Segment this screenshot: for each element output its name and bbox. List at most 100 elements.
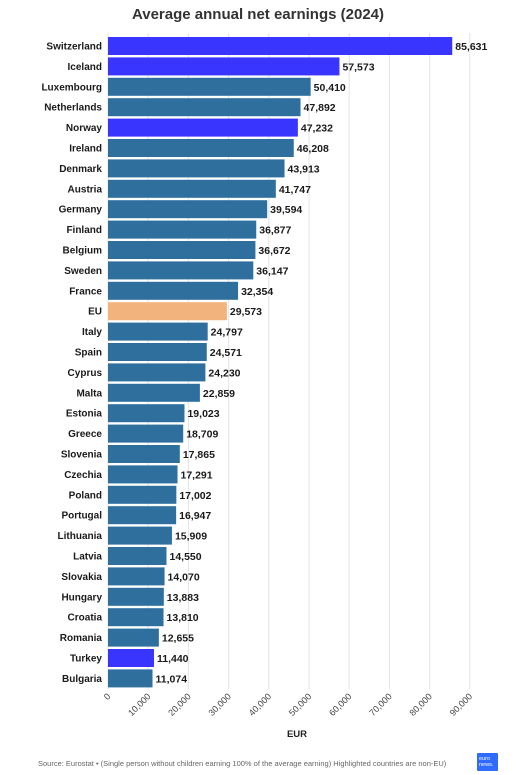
bar	[108, 608, 164, 627]
x-tick-label: 30,000	[206, 691, 233, 718]
bar	[108, 77, 311, 96]
bar	[108, 302, 227, 321]
category-label: Lithuania	[58, 531, 103, 542]
category-label: Cyprus	[68, 368, 103, 379]
value-label: 17,291	[181, 469, 213, 481]
value-label: 29,573	[230, 306, 262, 318]
category-label: Bulgaria	[62, 674, 102, 685]
bar	[108, 241, 256, 259]
bar	[108, 404, 185, 423]
category-label: Greece	[68, 429, 102, 440]
category-label: Ireland	[69, 144, 102, 155]
category-label: Romania	[60, 633, 103, 644]
category-label: Slovakia	[61, 572, 102, 583]
value-label: 85,631	[455, 41, 487, 53]
value-label: 17,002	[179, 490, 211, 502]
chart-title: Average annual net earnings (2024)	[131, 6, 385, 23]
category-label: France	[69, 286, 102, 297]
value-label: 11,440	[157, 653, 189, 665]
bar	[108, 37, 453, 55]
bar	[108, 526, 172, 545]
category-label: Switzerland	[46, 42, 102, 53]
category-label: Czechia	[64, 470, 102, 481]
value-label: 46,208	[297, 143, 329, 155]
value-label: 47,892	[304, 102, 336, 114]
category-label: Germany	[59, 205, 103, 216]
value-label: 32,354	[241, 286, 273, 298]
category-label: Austria	[68, 184, 103, 195]
value-label: 16,947	[179, 510, 211, 522]
value-label: 24,797	[211, 327, 243, 339]
euronews-logo: euro news.	[477, 753, 498, 771]
value-label: 12,655	[162, 633, 194, 645]
value-label: 17,865	[183, 449, 215, 461]
value-label: 43,913	[288, 163, 320, 175]
x-tick-label: 90,000	[448, 691, 475, 718]
bar	[108, 363, 206, 382]
bar	[108, 383, 200, 402]
value-label: 14,070	[168, 571, 200, 583]
category-label: Portugal	[61, 511, 102, 522]
category-label: Italy	[82, 327, 102, 338]
value-label: 24,230	[208, 367, 240, 379]
bar	[108, 261, 254, 280]
bar	[108, 587, 164, 606]
bar	[108, 343, 207, 361]
category-label: Norway	[66, 123, 103, 134]
value-label: 19,023	[187, 408, 219, 420]
x-tick-label: 0	[102, 691, 113, 702]
category-label: Estonia	[66, 409, 103, 420]
labels: Switzerland 85,631 Iceland 57,573 Luxembourg…	[41, 41, 487, 685]
category-label: Slovenia	[61, 450, 103, 461]
value-label: 36,672	[258, 245, 290, 257]
category-label: Luxembourg	[41, 82, 102, 93]
bar	[108, 669, 153, 688]
source-note: Source: Eurostat • (Single person withou…	[38, 759, 447, 768]
bar	[108, 485, 177, 504]
value-label: 57,573	[342, 61, 374, 73]
x-tick-label: 70,000	[367, 691, 394, 718]
bar	[108, 179, 276, 198]
value-label: 13,883	[167, 592, 199, 604]
bar	[108, 628, 159, 647]
category-label: Latvia	[73, 552, 102, 563]
category-label: Belgium	[63, 246, 103, 257]
bar	[108, 322, 208, 341]
category-label: Sweden	[64, 266, 102, 277]
bar	[108, 98, 301, 117]
category-label: Finland	[66, 225, 102, 236]
bar	[108, 200, 268, 219]
bar	[108, 649, 154, 667]
x-axis: 0 10,000 20,000 30,000 40,000 50,000 60,000 70,…	[102, 691, 474, 740]
value-label: 36,877	[259, 225, 291, 237]
bars	[108, 37, 453, 688]
value-label: 15,909	[175, 531, 207, 543]
bar	[108, 547, 167, 565]
x-tick-label: 40,000	[247, 691, 274, 718]
bar	[108, 281, 239, 300]
bar	[108, 506, 177, 525]
bar	[108, 159, 285, 178]
bar	[108, 567, 165, 586]
x-tick-label: 50,000	[287, 691, 314, 718]
x-tick-label: 60,000	[327, 691, 354, 718]
bar	[108, 220, 257, 239]
category-label: Netherlands	[44, 103, 102, 114]
value-label: 18,709	[186, 429, 218, 441]
x-tick-label: 80,000	[407, 691, 434, 718]
value-label: 39,594	[270, 204, 302, 216]
value-label: 24,571	[210, 347, 242, 359]
bar	[108, 118, 298, 137]
bar	[108, 139, 294, 157]
value-label: 22,859	[203, 388, 235, 400]
category-label: EU	[88, 307, 102, 318]
bar	[108, 445, 180, 463]
value-label: 13,810	[167, 612, 199, 624]
euronews-logo-text: euro news.	[479, 756, 494, 768]
x-axis-title: EUR	[287, 729, 307, 740]
value-label: 41,747	[279, 184, 311, 196]
value-label: 11,074	[156, 673, 188, 685]
x-tick-label: 10,000	[126, 691, 153, 718]
x-tick-label: 20,000	[166, 691, 193, 718]
